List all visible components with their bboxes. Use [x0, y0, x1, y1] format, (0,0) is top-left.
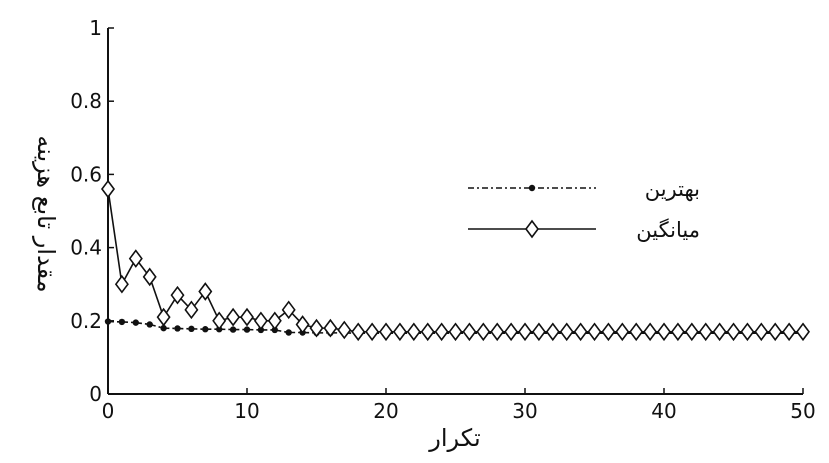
series-mean-point — [281, 300, 296, 320]
series-mean-point — [698, 322, 713, 342]
series-mean-point — [309, 318, 324, 338]
series-best-point — [132, 319, 139, 326]
y-tick-label: 0.2 — [70, 309, 102, 333]
series-mean-point — [267, 311, 282, 331]
series-mean-point — [170, 285, 185, 305]
series-mean-point — [712, 322, 727, 342]
series-mean-point — [323, 318, 338, 338]
y-tick-label: 1 — [89, 16, 102, 40]
series-mean-point — [643, 322, 658, 342]
series-mean-point — [295, 315, 310, 334]
series-best-point — [243, 326, 251, 333]
axes: 00.20.40.60.810 10 20 30 40 50 — [70, 16, 816, 423]
series-mean-point — [365, 322, 380, 342]
series-mean-point — [531, 322, 546, 342]
series-best-point — [118, 318, 126, 326]
series-mean-point — [768, 322, 783, 342]
series-mean-point — [490, 322, 505, 342]
series-mean-point — [212, 311, 227, 331]
series-mean-point — [684, 322, 699, 342]
legend-item: بهترین — [468, 177, 700, 201]
series-mean-point — [573, 322, 588, 342]
series-mean-point — [518, 322, 532, 342]
series-mean-point — [240, 307, 254, 327]
series-mean-point — [184, 300, 199, 320]
series-mean-point — [559, 322, 574, 342]
series-mean-point — [754, 322, 769, 342]
x-tick-label: 20 — [373, 399, 398, 423]
legend-label: بهترین — [645, 177, 700, 201]
series-mean-point — [337, 320, 352, 340]
series-mean-point — [504, 322, 519, 342]
series-mean-point — [657, 322, 671, 342]
series-best-line — [107, 320, 803, 335]
series-mean-point — [142, 267, 157, 287]
y-tick-label: 0 — [89, 382, 102, 406]
series-best-point — [104, 318, 112, 325]
series-mean-line — [107, 188, 803, 333]
series-mean-point — [434, 322, 449, 342]
y-axis-label: مقدار تابع هزینه — [32, 135, 60, 292]
series-mean-point — [406, 322, 421, 342]
x-tick-label: 0 — [102, 399, 115, 423]
x-tick-label: 30 — [512, 399, 537, 423]
series-mean-point — [587, 322, 602, 342]
series-mean-point — [128, 249, 143, 268]
series-best-point — [188, 325, 195, 333]
legend-swatch-marker — [525, 219, 539, 239]
series-mean-point — [462, 322, 477, 342]
series-mean-point — [670, 322, 685, 342]
legend-swatch-marker — [528, 184, 536, 192]
series-mean-point — [198, 282, 213, 301]
x-tick-label: 10 — [234, 399, 259, 423]
series-mean-point — [226, 307, 241, 327]
series-mean-point — [392, 322, 407, 342]
series-best-point — [285, 329, 292, 336]
series-mean-point — [156, 307, 171, 327]
series-best-point — [146, 321, 153, 328]
series-mean-point — [545, 322, 560, 342]
series-mean-point — [448, 322, 463, 342]
series-best-point — [202, 326, 209, 333]
x-tick-label: 50 — [790, 399, 815, 423]
series-mean-point — [101, 179, 115, 199]
legend: بهترین میانگین — [468, 177, 700, 242]
series-mean-point — [379, 322, 393, 342]
series-best-point — [160, 324, 167, 332]
series-mean-point — [782, 322, 797, 342]
y-tick-label: 0.6 — [70, 162, 102, 186]
series-mean-point — [601, 322, 616, 342]
legend-item: میانگین — [468, 218, 700, 242]
x-tick-label: 40 — [651, 399, 676, 423]
series-mean-point — [615, 322, 630, 342]
series-mean-point — [726, 322, 741, 342]
x-axis-label: تکرار — [428, 424, 480, 452]
series-layer — [101, 179, 810, 342]
series-mean-point — [114, 274, 129, 294]
series-mean-point — [796, 322, 810, 342]
series-mean-point — [476, 322, 491, 342]
y-tick-label: 0.8 — [70, 89, 102, 113]
legend-label: میانگین — [636, 218, 700, 242]
series-mean-point — [740, 322, 755, 342]
y-tick-label: 0.4 — [70, 236, 102, 260]
series-mean-point — [253, 311, 268, 331]
series-mean — [101, 179, 810, 342]
series-mean-point — [351, 322, 366, 342]
series-best-point — [229, 326, 237, 333]
series-best-point — [174, 325, 181, 332]
series-mean-point — [420, 322, 435, 342]
series-mean-point — [629, 322, 644, 342]
